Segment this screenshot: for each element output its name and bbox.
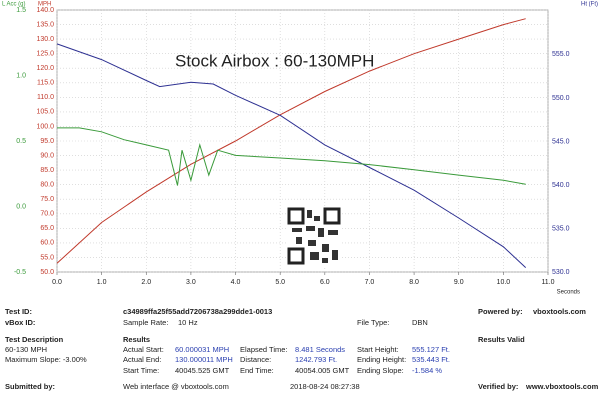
label: Actual End: bbox=[123, 355, 161, 364]
value: -1.584 % bbox=[412, 366, 442, 375]
y-tick-label: 135.0 bbox=[36, 21, 54, 28]
label: Verified by: bbox=[478, 382, 518, 391]
y3-tick-label: 1.5 bbox=[16, 7, 26, 14]
y3-tick-label: 0.5 bbox=[16, 138, 26, 145]
label: End Time: bbox=[240, 366, 274, 375]
value: vboxtools.com bbox=[533, 307, 586, 316]
y-tick-label: 80.0 bbox=[40, 182, 54, 189]
series-line bbox=[56, 43, 527, 268]
value: 8.481 Seconds bbox=[295, 345, 345, 354]
report: Test ID: c34989ffa25f55add7206738a299dde… bbox=[5, 307, 599, 391]
x-tick-label: 4.0 bbox=[231, 279, 241, 286]
x-tick-label: 0.0 bbox=[52, 279, 62, 286]
heading: Results bbox=[123, 335, 150, 344]
x-tick-label: 7.0 bbox=[365, 279, 375, 286]
x-axis-title: Seconds bbox=[557, 290, 580, 296]
series bbox=[56, 18, 527, 268]
value: 2018-08-24 08:27:38 bbox=[290, 382, 360, 391]
y-tick-label: 60.0 bbox=[40, 240, 54, 247]
value: www.vboxtools.com bbox=[525, 382, 599, 391]
y3-tick-label: 1.0 bbox=[16, 72, 26, 79]
label: Ending Slope: bbox=[357, 366, 404, 375]
x-tick-label: 9.0 bbox=[454, 279, 464, 286]
value: 535.443 Ft. bbox=[412, 355, 450, 364]
y-tick-label: 55.0 bbox=[40, 254, 54, 261]
value: 60.000031 MPH bbox=[175, 345, 229, 354]
value: c34989ffa25f55add7206738a299dde1-0013 bbox=[123, 307, 272, 316]
y-tick-label: 115.0 bbox=[37, 80, 54, 87]
grid bbox=[56, 9, 549, 275]
y-tick-label: 110.0 bbox=[37, 94, 54, 101]
x-tick-label: 8.0 bbox=[409, 279, 419, 286]
value: 40045.525 GMT bbox=[175, 366, 230, 375]
y-tick-label: 120.0 bbox=[36, 65, 54, 72]
label: Start Time: bbox=[123, 366, 159, 375]
y-tick-label: 90.0 bbox=[40, 152, 54, 159]
x-tick-label: 3.0 bbox=[186, 279, 196, 286]
qr-code bbox=[286, 206, 342, 266]
value: 1242.793 Ft. bbox=[295, 355, 337, 364]
y3-tick-label: -0.5 bbox=[14, 269, 26, 276]
x-tick-label: 6.0 bbox=[320, 279, 330, 286]
y3-axis-title: L Acc (g) bbox=[2, 2, 25, 8]
x-tick-label: 2.0 bbox=[141, 279, 151, 286]
value: 60-130 MPH bbox=[5, 345, 47, 354]
y-tick-label: 105.0 bbox=[36, 109, 54, 116]
heading: Test Description bbox=[5, 335, 64, 344]
label: Ending Height: bbox=[357, 355, 406, 364]
series-line bbox=[56, 18, 526, 264]
y3-tick-label: 0.0 bbox=[16, 203, 26, 210]
y-tick-label: 140.0 bbox=[36, 7, 54, 14]
label: File Type: bbox=[357, 318, 389, 327]
y-tick-label: 70.0 bbox=[40, 211, 54, 218]
x-tick-label: 11.0 bbox=[541, 279, 554, 286]
y-tick-label: 65.0 bbox=[40, 225, 54, 232]
y-tick-label: 75.0 bbox=[40, 196, 54, 203]
label: Elapsed Time: bbox=[240, 345, 288, 354]
label: Powered by: bbox=[478, 307, 523, 316]
value: 555.127 Ft. bbox=[412, 345, 450, 354]
y-tick-label: 50.0 bbox=[40, 269, 54, 276]
label: Distance: bbox=[240, 355, 271, 364]
value: 10 Hz bbox=[178, 318, 198, 327]
x-tick-label: 5.0 bbox=[275, 279, 285, 286]
y-tick-label: 95.0 bbox=[40, 138, 54, 145]
label: Sample Rate: bbox=[123, 318, 168, 327]
series-line bbox=[57, 127, 526, 186]
y-axis-title: MPH bbox=[38, 2, 51, 8]
value: Maximum Slope: -3.00% bbox=[5, 355, 87, 364]
y-tick-label: 85.0 bbox=[40, 167, 54, 174]
y2-tick-label: 550.0 bbox=[552, 95, 570, 102]
heading: Results Valid bbox=[478, 335, 525, 344]
label: Actual Start: bbox=[123, 345, 164, 354]
x-tick-label: 10.0 bbox=[497, 279, 511, 286]
value: Web interface @ vboxtools.com bbox=[123, 382, 229, 391]
label: Submitted by: bbox=[5, 382, 55, 391]
value: DBN bbox=[412, 318, 428, 327]
y2-tick-label: 535.0 bbox=[552, 225, 570, 232]
y2-tick-label: 540.0 bbox=[552, 182, 570, 189]
x-tick-label: 1.0 bbox=[97, 279, 107, 286]
label: vBox ID: bbox=[5, 318, 35, 327]
value: 130.000011 MPH bbox=[175, 355, 233, 364]
value: 40054.005 GMT bbox=[295, 366, 350, 375]
label: Start Height: bbox=[357, 345, 399, 354]
y-tick-label: 130.0 bbox=[36, 36, 54, 43]
y-tick-label: 100.0 bbox=[36, 123, 54, 130]
y-tick-label: 125.0 bbox=[36, 51, 54, 58]
chart-title: Stock Airbox : 60-130MPH bbox=[175, 51, 374, 70]
label: Test ID: bbox=[5, 307, 32, 316]
y2-tick-label: 530.0 bbox=[552, 269, 570, 276]
y2-tick-label: 545.0 bbox=[552, 138, 570, 145]
y2-tick-label: 555.0 bbox=[552, 51, 570, 58]
y2-axis-title: Ht (Ft) bbox=[581, 2, 598, 8]
